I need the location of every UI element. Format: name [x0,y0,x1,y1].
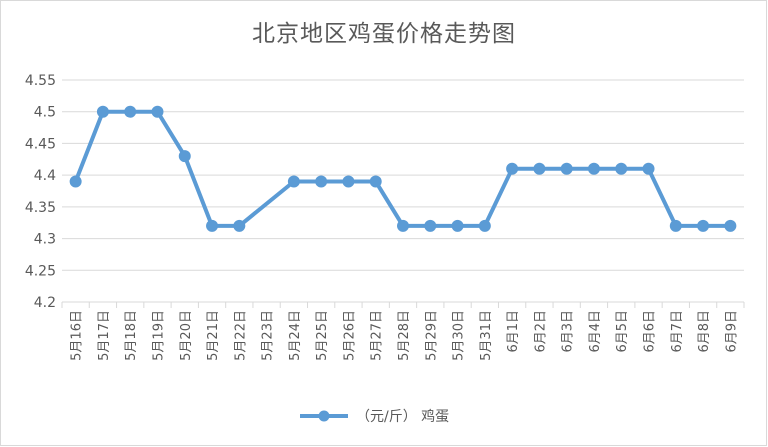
x-tick-label: 5月29日 [424,310,439,361]
data-point [287,175,300,188]
x-tick-label: 6月7日 [670,310,685,353]
x-tick-label: 6月1日 [506,310,521,353]
data-point [615,162,628,175]
x-tick-label: 5月28日 [397,310,412,361]
data-point [697,219,710,232]
x-tick-label: 5月19日 [151,310,166,361]
data-point [478,219,491,232]
x-tick-label: 5月23日 [261,310,276,361]
x-tick-label: 5月16日 [70,310,85,361]
y-tick-label: 4.25 [25,263,56,279]
x-tick-label: 5月26日 [342,310,357,361]
x-tick-label: 6月8日 [697,310,712,353]
data-point [342,175,355,188]
y-tick-label: 4.55 [25,73,56,89]
x-tick-label: 5月25日 [315,310,330,361]
data-point [560,162,573,175]
x-tick-label: 5月17日 [97,310,112,361]
x-tick-label: 5月24日 [288,310,303,361]
data-point [397,219,409,232]
data-point [669,219,682,232]
x-tick-label: 6月9日 [724,310,739,353]
data-point [206,219,219,232]
data-point [642,162,655,175]
chart-title: 北京地区鸡蛋价格走势图 [252,21,516,47]
series-line [73,109,733,228]
data-point [506,162,519,175]
data-point [69,175,82,188]
x-tick-label: 6月3日 [561,310,576,353]
data-point [96,105,109,118]
data-point [151,105,164,118]
y-tick-label: 4.5 [34,105,56,121]
legend-label: （元/斤） 鸡蛋 [356,408,449,425]
x-tick-label: 5月20日 [179,310,194,361]
legend-marker [318,410,330,422]
x-tick-label: 6月4日 [588,310,603,353]
data-point [533,162,546,175]
x-tick-label: 5月27日 [370,310,385,361]
x-tick-label: 6月6日 [643,310,658,353]
data-point [451,219,464,232]
y-tick-label: 4.2 [34,295,56,311]
data-point [424,219,437,232]
x-tick-label: 6月2日 [533,310,548,353]
y-tick-label: 4.45 [25,136,56,152]
data-point [587,162,600,175]
x-tick-label: 5月18日 [124,310,139,361]
data-point [369,175,382,188]
x-tick-label: 5月21日 [206,310,221,361]
data-point [724,219,737,232]
data-point [178,150,191,163]
data-point [124,105,137,118]
x-tick-label: 5月22日 [233,310,248,361]
data-point [315,175,328,188]
y-tick-label: 4.4 [34,168,56,184]
y-tick-label: 4.35 [25,200,56,216]
data-point [233,219,246,232]
x-tick-label: 5月31日 [479,310,494,361]
x-tick-label: 5月30日 [452,310,467,361]
x-tick-label: 6月5日 [615,310,630,353]
y-tick-label: 4.3 [34,232,56,248]
